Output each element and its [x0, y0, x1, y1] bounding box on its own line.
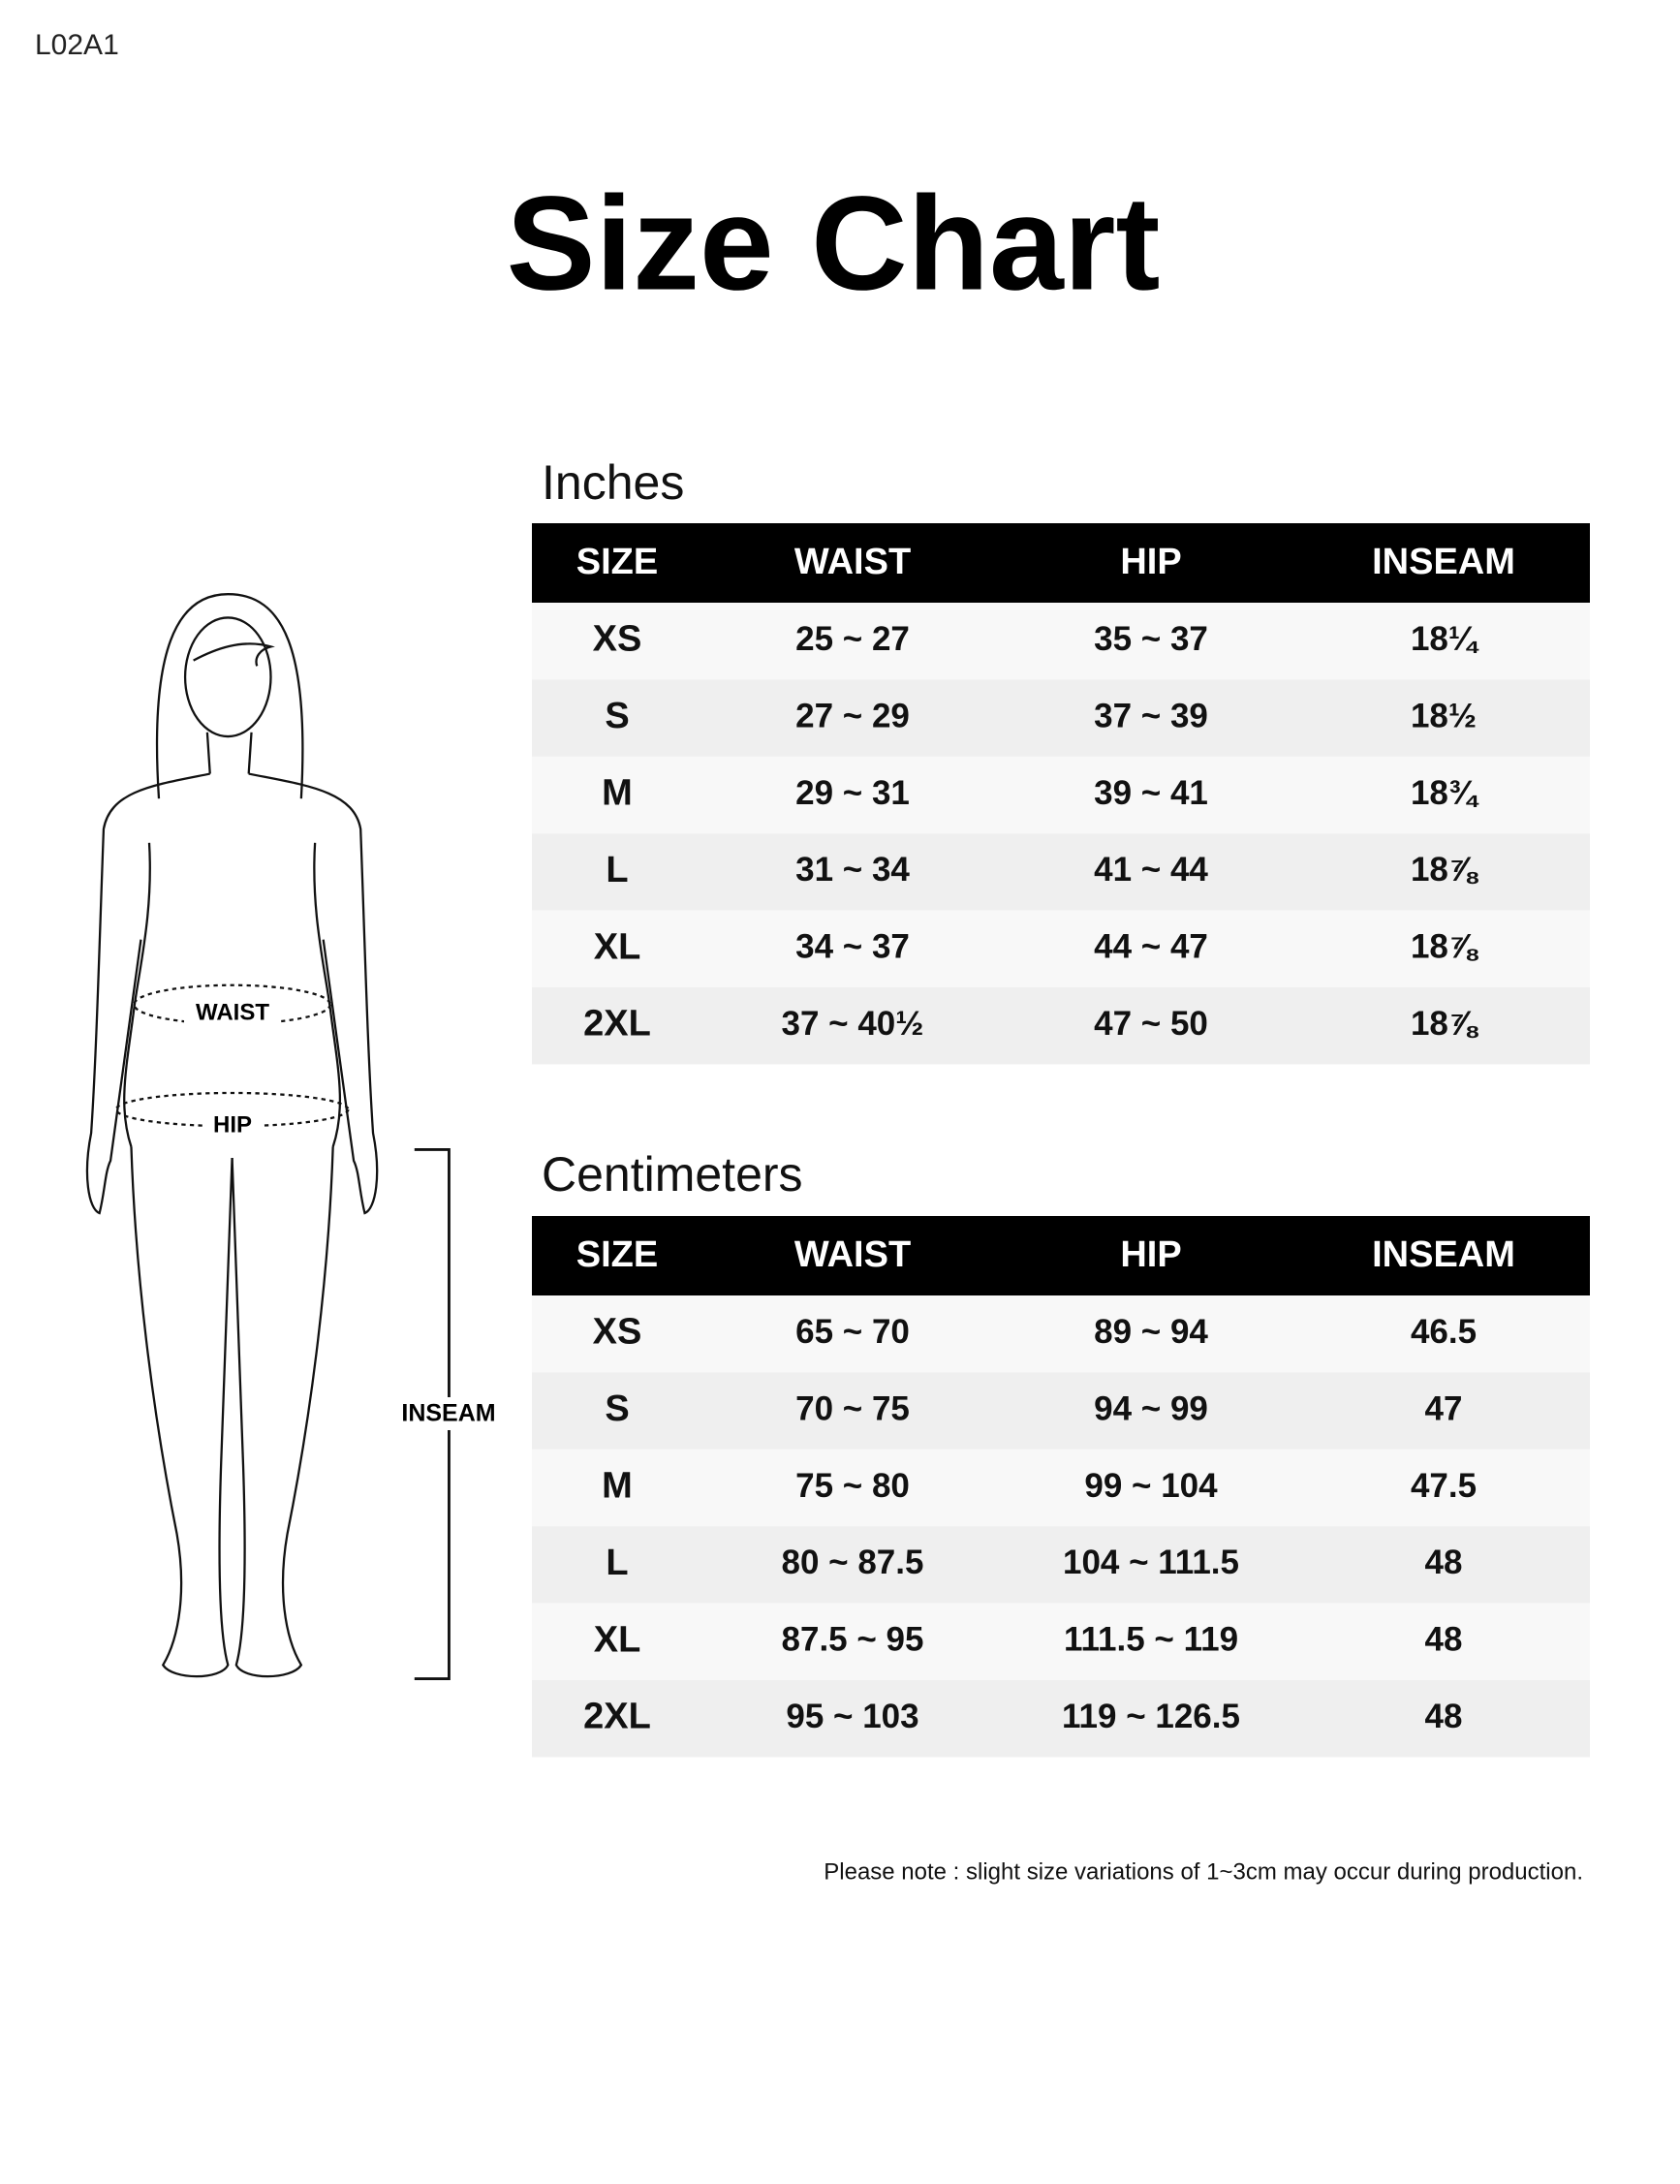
- measure-cell: 48: [1425, 1544, 1463, 1581]
- size-cell: XL: [594, 926, 641, 967]
- size-cell: 2XL: [583, 1004, 651, 1045]
- right-leg: [231, 1146, 334, 1678]
- table-row: [532, 1449, 1590, 1527]
- measure-cell: 87.5 ~ 95: [782, 1621, 924, 1659]
- hip-label-bg: [203, 1112, 262, 1139]
- measure-cell: 48: [1425, 1621, 1463, 1659]
- table-row: [532, 1372, 1590, 1450]
- page-title: Size Chart: [507, 169, 1161, 318]
- measure-cell: 47 ~ 50: [1094, 1005, 1208, 1043]
- column-header: WAIST: [794, 542, 911, 582]
- table-row: [532, 679, 1590, 757]
- left-arm: [85, 772, 210, 1215]
- table-header: [532, 1216, 1590, 1295]
- measure-cell: 89 ~ 94: [1094, 1313, 1208, 1351]
- table-row: [532, 833, 1590, 911]
- table-row: [532, 1295, 1590, 1373]
- measure-cell: 104 ~ 111.5: [1063, 1544, 1239, 1581]
- neck: [205, 732, 253, 774]
- table-row: [532, 603, 1590, 680]
- table-row: [532, 1603, 1590, 1680]
- measure-cell: 29 ~ 31: [795, 774, 910, 812]
- measure-cell: 95 ~ 103: [786, 1698, 918, 1735]
- column-header: INSEAM: [1372, 542, 1515, 582]
- size-cell: S: [605, 696, 629, 736]
- measure-cell: 25 ~ 27: [795, 620, 910, 658]
- hair-part: [193, 642, 275, 667]
- measure-cell: 111.5 ~ 119: [1064, 1621, 1238, 1659]
- measure-cell: 35 ~ 37: [1094, 620, 1208, 658]
- table-row: [532, 756, 1590, 834]
- hair: [155, 593, 304, 799]
- measure-cell: 27 ~ 29: [795, 697, 910, 734]
- measure-cell: 119 ~ 126.5: [1062, 1698, 1240, 1735]
- column-header: HIP: [1120, 1234, 1181, 1275]
- inseam-label: INSEAM: [401, 1400, 495, 1427]
- measure-cell: 47.5: [1411, 1467, 1477, 1505]
- measure-cell: 47: [1425, 1389, 1463, 1427]
- column-header: INSEAM: [1372, 1234, 1515, 1275]
- measure-cell: 65 ~ 70: [795, 1313, 910, 1351]
- footnote: Please note : slight size variations of …: [824, 1858, 1583, 1885]
- size-cell: L: [606, 850, 628, 890]
- column-header: SIZE: [576, 1234, 658, 1275]
- measure-cell: 18⅞: [1411, 851, 1479, 889]
- measure-cell: 41 ~ 44: [1094, 851, 1208, 889]
- product-code: L02A1: [35, 29, 119, 61]
- measure-cell: 37 ~ 40½: [782, 1005, 924, 1043]
- column-header: HIP: [1120, 542, 1181, 582]
- size-cell: L: [606, 1543, 628, 1583]
- size-cell: 2XL: [583, 1697, 651, 1737]
- measure-cell: 18⅞: [1411, 928, 1479, 966]
- table-row: [532, 910, 1590, 987]
- measure-cell: 48: [1425, 1698, 1463, 1735]
- waist-label-bg: [184, 998, 281, 1027]
- column-header: WAIST: [794, 1234, 911, 1275]
- waist-label: WAIST: [196, 999, 269, 1025]
- size-cell: M: [602, 773, 633, 814]
- head: [183, 616, 272, 738]
- torso-left: [123, 842, 151, 1147]
- torso-right: [313, 842, 342, 1147]
- right-arm: [248, 772, 379, 1215]
- table-row: [532, 987, 1590, 1065]
- size-cell: M: [602, 1466, 633, 1507]
- measure-cell: 80 ~ 87.5: [782, 1544, 924, 1581]
- measure-cell: 75 ~ 80: [795, 1467, 910, 1505]
- inseam-label-bg: [392, 1397, 505, 1430]
- measure-cell: 70 ~ 75: [795, 1389, 910, 1427]
- table-header: [532, 523, 1590, 603]
- table-row: [532, 1680, 1590, 1758]
- table-title: Inches: [542, 455, 684, 510]
- size-cell: XL: [594, 1619, 641, 1660]
- measure-cell: 18⅞: [1411, 1005, 1479, 1043]
- measure-cell: 18¼: [1411, 620, 1479, 658]
- size-cell: XS: [593, 1312, 642, 1353]
- left-leg: [130, 1146, 233, 1678]
- measure-cell: 99 ~ 104: [1084, 1467, 1218, 1505]
- measure-cell: 37 ~ 39: [1094, 697, 1208, 734]
- measure-cell: 18¾: [1411, 774, 1479, 812]
- measure-cell: 18½: [1411, 697, 1477, 734]
- table-row: [532, 1526, 1590, 1604]
- hip-label: HIP: [213, 1111, 252, 1138]
- measure-cell: 31 ~ 34: [795, 851, 910, 889]
- measure-cell: 34 ~ 37: [795, 928, 910, 966]
- size-cell: S: [605, 1388, 629, 1429]
- measure-cell: 44 ~ 47: [1094, 928, 1208, 966]
- column-header: SIZE: [576, 542, 658, 582]
- size-cell: XS: [593, 619, 642, 660]
- measure-cell: 46.5: [1411, 1313, 1477, 1351]
- measure-cell: 94 ~ 99: [1094, 1389, 1208, 1427]
- measure-cell: 39 ~ 41: [1094, 774, 1208, 812]
- table-title: Centimeters: [542, 1147, 803, 1201]
